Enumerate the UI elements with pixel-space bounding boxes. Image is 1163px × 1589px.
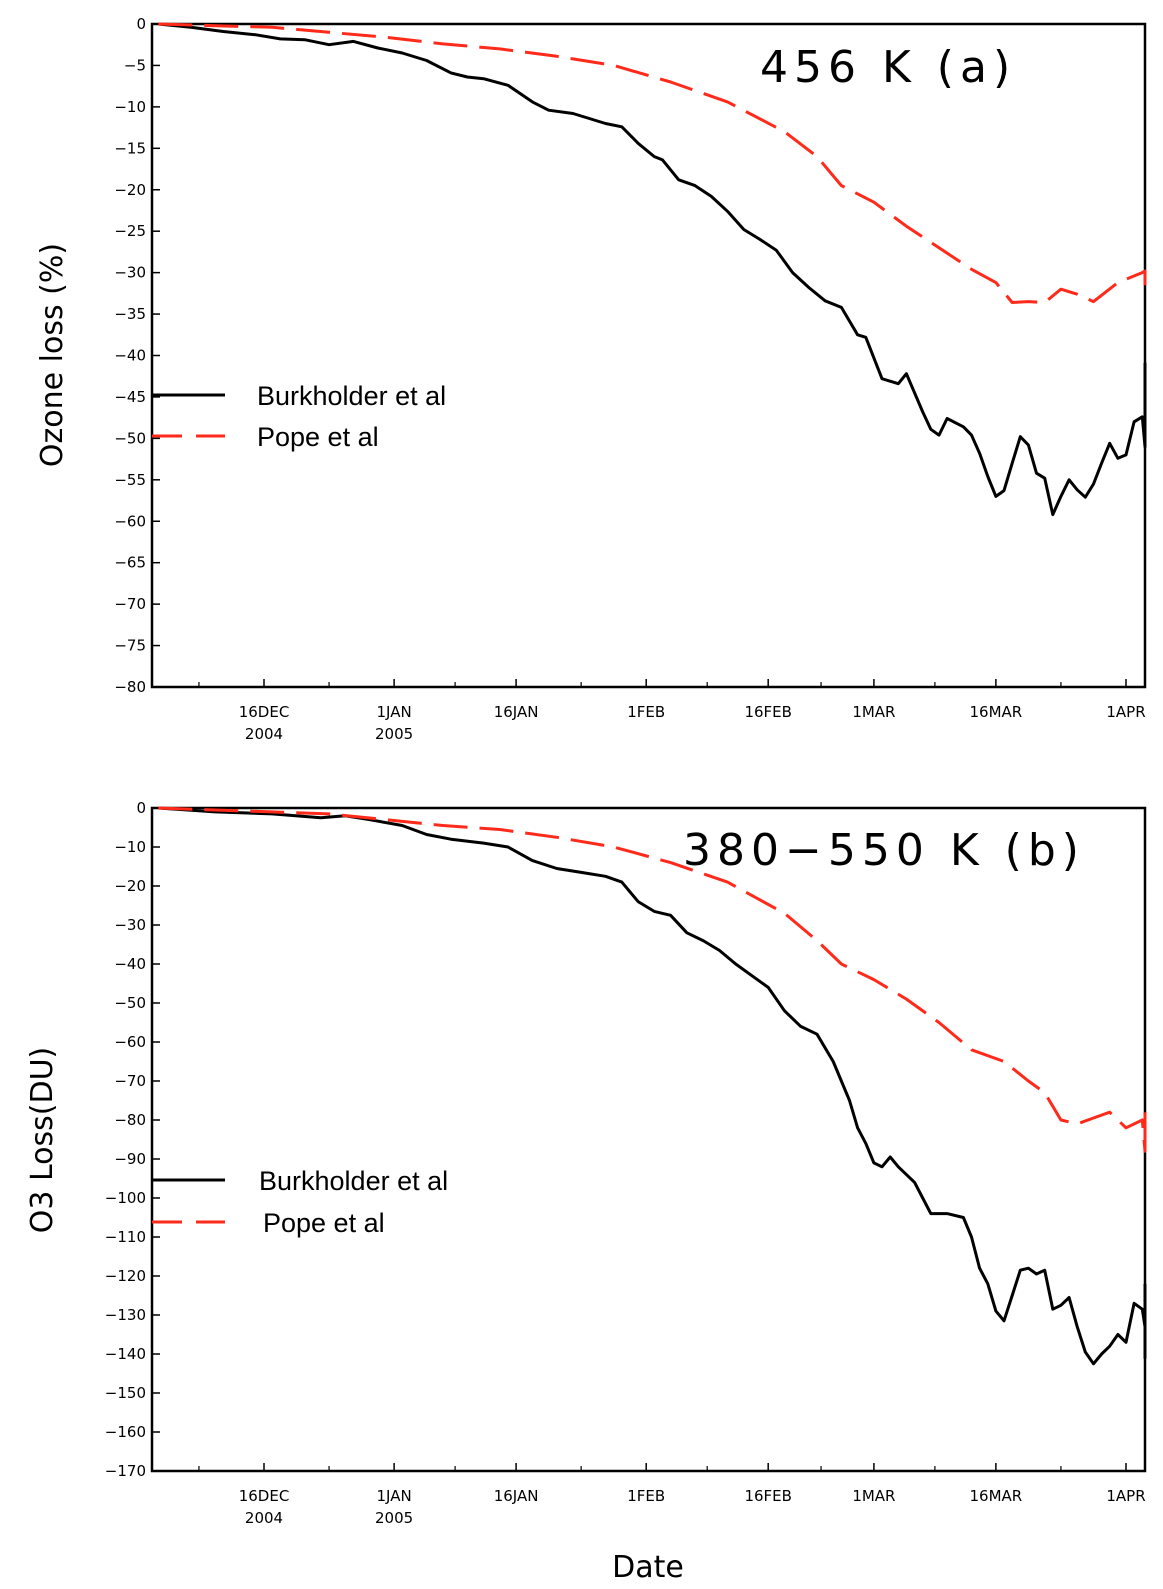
panel-b-ticks: 0 −10 −20 −30 −40 −50 −60 −70 −80 −90 −100 −110 −120… [105,799,1146,1527]
panel-a-ytick-label: −10 [114,98,146,116]
panel-b-ytick-label: −120 [105,1267,146,1285]
panel-a-ytick-label: −75 [114,637,146,655]
panel-b-xtick-label: 16JAN [494,1487,539,1505]
panel-a-ytick-label: −65 [114,554,146,572]
panel-a-series-pope-line [158,22,1147,304]
panel-b-ytick-label: −50 [114,994,146,1012]
panel-a-xtick-label: 16FEB [744,703,791,721]
panel-b-xtick-year: 2004 [245,1509,283,1527]
panel-a-xtick-year: 2004 [245,725,283,743]
panel-b-ytick-label: −110 [105,1228,146,1246]
panel-b-ytick-label: −10 [114,838,146,856]
panel-a-ytick-label: −60 [114,512,146,530]
panel-b-ytick-label: −70 [114,1072,146,1090]
panel-b-ytick-label: 0 [136,799,146,817]
panel-b-series-pope-line [158,806,1147,1153]
panel-a-ytick-label: −20 [114,181,146,199]
panel-b-xtick-label: 1MAR [852,1487,895,1505]
panel-a-ytick-label: −80 [114,678,146,696]
panel-a-ytick-label: −5 [124,56,146,74]
panel-b-ytick-label: −40 [114,955,146,973]
panel-a-xtick-label: 1JAN [377,703,412,721]
panel-a-xtick-label: 1FEB [627,703,665,721]
panel-a-frame [150,22,1147,689]
panel-a-xtick-label: 1APR [1106,703,1145,721]
panel-a: 0 −5 −10 −15 −20 −25 −30 −35 −40 −45 −50 −55 −60 −65 −… [35,15,1147,743]
panel-b-xtick-year: 2005 [375,1509,413,1527]
panel-b-ytick-label: −80 [114,1111,146,1129]
panel-a-ytick-label: −30 [114,264,146,282]
panel-a-series [158,22,1147,517]
x-axis-label: Date [612,1550,684,1585]
panel-b-legend-label-burkholder: Burkholder et al [259,1166,448,1196]
panel-b-title: 380−550 K (b) [683,825,1085,876]
panel-b-xtick-label: 1APR [1106,1487,1145,1505]
panel-b-ytick-label: −30 [114,916,146,934]
panel-a-ytick-label: −25 [114,222,146,240]
panel-b-xtick-label: 1JAN [377,1487,412,1505]
panel-a-ytick-label: −15 [114,139,146,157]
panel-a-legend-label-pope: Pope et al [257,422,379,452]
panel-b-legend: Burkholder et al Pope et al [152,1166,448,1238]
panel-a-ytick-label: −45 [114,388,146,406]
panel-a-ytick-label: −50 [114,429,146,447]
panel-a-legend-label-burkholder: Burkholder et al [257,381,446,411]
panel-b-xtick-label: 1FEB [627,1487,665,1505]
panel-b-ytick-label: −170 [105,1462,146,1480]
panel-a-ytick-label: −55 [114,471,146,489]
panel-a-ytick-label: −70 [114,595,146,613]
panel-b-series [158,806,1147,1366]
panel-a-ylabel: Ozone loss (%) [35,243,70,467]
panel-a-xtick-label: 1MAR [852,703,895,721]
panel-b-xtick-label: 16DEC [239,1487,290,1505]
panel-a-ticks: 0 −5 −10 −15 −20 −25 −30 −35 −40 −45 −50 −55 −60 −65 −… [114,15,1145,743]
panel-b: 0 −10 −20 −30 −40 −50 −60 −70 −80 −90 −100 −110 −120… [25,799,1147,1527]
panel-b-ytick-label: −150 [105,1384,146,1402]
panel-a-xtick-year: 2005 [375,725,413,743]
panel-b-ylabel: O3 Loss(DU) [25,1047,60,1234]
panel-b-ytick-label: −100 [105,1189,146,1207]
panel-a-title: 456 K (a) [760,42,1016,93]
panel-a-ytick-label: −35 [114,305,146,323]
panel-a-series-burkholder-line [158,22,1147,517]
panel-a-xtick-label: 16DEC [239,703,290,721]
panel-a-xtick-label: 16JAN [494,703,539,721]
panel-a-ytick-label: −40 [114,347,146,365]
panel-b-legend-label-pope: Pope et al [263,1208,385,1238]
panel-b-xtick-label: 16MAR [970,1487,1023,1505]
panel-b-ytick-label: −60 [114,1033,146,1051]
panel-b-series-burkholder-line [158,806,1147,1366]
panel-b-xtick-label: 16FEB [744,1487,791,1505]
panel-a-legend: Burkholder et al Pope et al [152,381,446,452]
panel-b-ytick-label: −20 [114,877,146,895]
panel-b-ytick-label: −160 [105,1423,146,1441]
panel-b-ytick-label: −90 [114,1150,146,1168]
panel-b-ytick-label: −130 [105,1306,146,1324]
panel-b-ytick-label: −140 [105,1345,146,1363]
panel-a-ytick-label: 0 [136,15,146,33]
panel-a-xtick-label: 16MAR [970,703,1023,721]
